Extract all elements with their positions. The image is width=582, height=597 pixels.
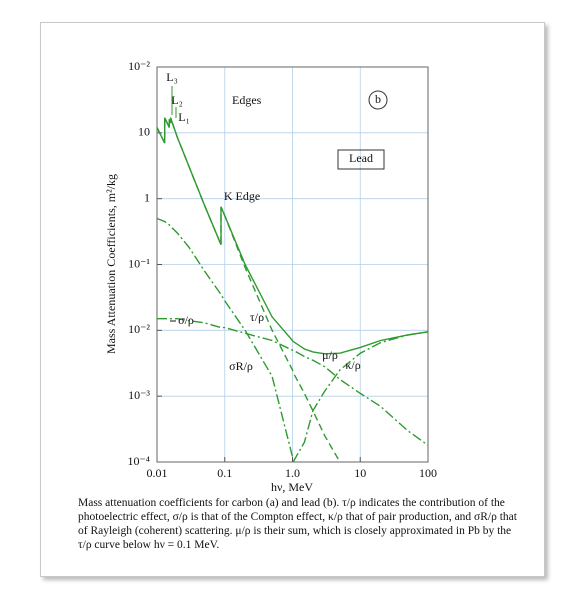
y-tick-label: 1 xyxy=(144,190,150,204)
badge-circle xyxy=(368,90,388,110)
series-label: σ/ρ xyxy=(178,313,194,327)
y-tick-label: 10 xyxy=(138,125,150,139)
series-label: τ/ρ xyxy=(250,310,264,324)
x-axis-label: hν, MeV xyxy=(271,480,313,494)
annotation: L₁ xyxy=(178,110,190,124)
series-label: σR/ρ xyxy=(229,359,253,373)
y-axis-label: Mass Attenuation Coefficients, m²/kg xyxy=(104,174,118,354)
annotation: L₂ xyxy=(171,93,183,107)
y-tick-label: 10⁻³ xyxy=(128,388,150,402)
caption: Mass attenuation coefficients for carbon… xyxy=(78,497,517,551)
annotation: b xyxy=(375,92,381,106)
series-line xyxy=(157,318,429,446)
series-line xyxy=(156,217,294,457)
plot-frame xyxy=(156,66,429,463)
y-tick-label: 10⁻² xyxy=(128,322,150,336)
y-tick-label: 10⁻¹ xyxy=(128,256,150,270)
series-line xyxy=(292,331,429,463)
y-tick-label: 10⁻⁴ xyxy=(127,454,150,468)
x-tick-label: 0.1 xyxy=(217,466,232,480)
x-tick-label: 10 xyxy=(354,466,366,480)
annotation: K Edge xyxy=(224,189,260,203)
x-tick-label: 100 xyxy=(419,466,437,480)
x-tick-label: 0.01 xyxy=(147,466,168,480)
series-label: κ/ρ xyxy=(345,358,360,372)
annotation: L₃ xyxy=(166,70,178,84)
y-tick-label: 10⁻² xyxy=(128,59,150,73)
badge-box xyxy=(337,149,385,170)
series-label: μ/ρ xyxy=(322,348,338,362)
annotation: Edges xyxy=(232,93,262,107)
series-line xyxy=(156,117,341,463)
annotation: Lead xyxy=(349,151,373,165)
x-tick-label: 1.0 xyxy=(285,466,300,480)
